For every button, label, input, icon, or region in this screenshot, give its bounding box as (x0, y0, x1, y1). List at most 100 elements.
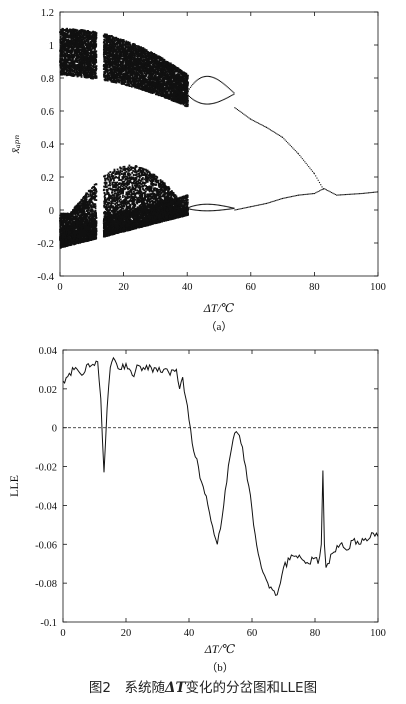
bifurcation-point (63, 54, 66, 57)
bifurcation-point (90, 55, 92, 58)
bifurcation-point (106, 77, 109, 80)
bifurcation-point (61, 65, 64, 68)
bifurcation-point (87, 54, 90, 57)
bifurcation-point (89, 70, 92, 73)
bifurcation-point (71, 54, 74, 56)
bifurcation-point (103, 46, 105, 49)
bifurcation-point (85, 34, 88, 37)
bifurcation-point (70, 39, 73, 42)
bifurcation-point (113, 37, 116, 40)
bifurcation-point (103, 48, 106, 50)
bifurcation-point (73, 74, 76, 77)
bifurcation-point (91, 75, 94, 77)
bifurcation-point (92, 64, 95, 67)
bifurcation-point (79, 38, 81, 41)
bifurcation-point (112, 44, 114, 47)
bifurcation-point (129, 43, 132, 46)
bifurcation-point (115, 62, 117, 64)
bifurcation-point (86, 39, 89, 42)
bifurcation-point (94, 41, 97, 44)
bifurcation-point (76, 70, 79, 73)
bifurcation-point (84, 57, 87, 59)
bifurcation-point (88, 57, 91, 60)
bifurcation-point (85, 54, 88, 57)
bifurcation-point (64, 52, 66, 55)
bifurcation-point (73, 60, 75, 63)
bifurcation-point (86, 61, 89, 64)
bifurcation-point (118, 63, 121, 66)
bifurcation-point (84, 30, 86, 33)
bifurcation-point (111, 50, 114, 53)
bifurcation-point (64, 49, 66, 52)
bifurcation-point (83, 73, 86, 76)
bifurcation-point (81, 58, 84, 61)
bifurcation-point (85, 30, 88, 33)
bifurcation-point (157, 71, 160, 74)
bifurcation-point (89, 60, 92, 62)
bifurcation-point (74, 49, 77, 52)
bifurcation-point (75, 41, 78, 43)
bifurcation-point (106, 46, 108, 49)
bifurcation-point (69, 40, 72, 42)
bifurcation-point (79, 54, 82, 56)
bifurcation-point (87, 33, 89, 36)
y-tick-label: 0.4 (41, 140, 55, 151)
bifurcation-point (93, 60, 96, 63)
bifurcation-point (66, 29, 69, 32)
bifurcation-point (61, 34, 64, 37)
bifurcation-point (111, 42, 114, 45)
bifurcation-point (90, 61, 92, 64)
bifurcation-point (80, 57, 83, 60)
bifurcation-point (75, 57, 78, 60)
bifurcation-point (81, 56, 83, 59)
bifurcation-point (110, 72, 113, 75)
bifurcation-point (93, 56, 96, 59)
bifurcation-point (104, 39, 107, 42)
bifurcation-point (127, 53, 129, 56)
bifurcation-point (90, 69, 92, 71)
bifurcation-point (117, 37, 119, 40)
bifurcation-point (76, 57, 79, 59)
bifurcation-point (61, 55, 64, 57)
bifurcation-point (59, 71, 62, 74)
bifurcation-point (87, 67, 90, 70)
bifurcation-point (65, 30, 68, 33)
bifurcation-point (81, 54, 83, 57)
bifurcation-point (74, 29, 77, 32)
bifurcation-point (113, 39, 116, 42)
bifurcation-point (84, 47, 87, 49)
bifurcation-point (94, 76, 97, 79)
bifurcation-point (90, 66, 93, 69)
bifurcation-point (64, 72, 67, 75)
bifurcation-point (111, 65, 114, 68)
bifurcation-point (61, 33, 64, 35)
bifurcation-point (75, 55, 78, 58)
bifurcation-point (81, 52, 84, 55)
bifurcation-point (82, 36, 85, 39)
bifurcation-point (95, 53, 98, 56)
bifurcation-point (73, 71, 76, 74)
y-tick-label: 1 (49, 41, 54, 52)
bifurcation-point (76, 48, 79, 51)
bifurcation-point (59, 57, 62, 60)
bifurcation-point (80, 32, 83, 34)
bifurcation-point (59, 64, 62, 67)
bifurcation-point (65, 60, 68, 62)
bifurcation-point (85, 35, 87, 38)
bifurcation-point (88, 46, 91, 48)
bifurcation-point (115, 49, 118, 52)
bifurcation-point (87, 40, 90, 43)
bifurcation-point (103, 42, 106, 45)
bifurcation-point (65, 36, 68, 38)
bifurcation-point (108, 71, 111, 74)
bifurcation-point (91, 72, 94, 75)
bifurcation-point (81, 67, 84, 70)
bifurcation-point (69, 71, 72, 74)
bifurcation-point (92, 69, 95, 72)
bifurcation-point (89, 38, 91, 41)
bifurcation-point (118, 46, 121, 49)
bifurcation-point (140, 57, 143, 60)
bifurcation-point (78, 63, 81, 65)
bifurcation-point (75, 73, 78, 76)
bifurcation-point (131, 74, 134, 76)
